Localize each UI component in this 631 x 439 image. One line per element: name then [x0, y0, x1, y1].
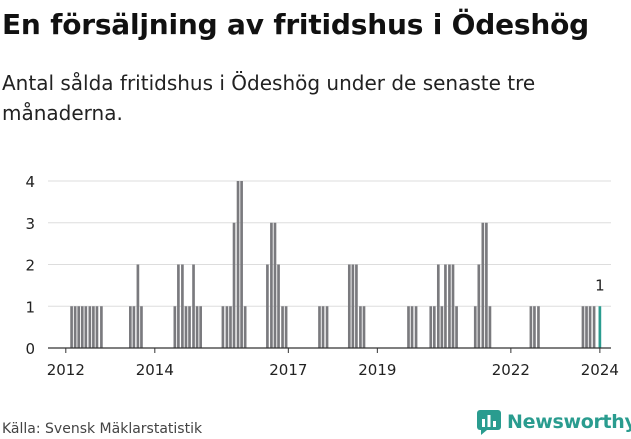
- bar: [436, 264, 440, 348]
- bar: [359, 306, 362, 348]
- bar: [481, 222, 485, 348]
- bar: [221, 306, 225, 348]
- bar: [140, 306, 143, 348]
- bar: [410, 306, 414, 348]
- bar: [181, 264, 184, 348]
- bar: [129, 306, 132, 348]
- bar: [485, 222, 488, 348]
- y-tick-label: 2: [25, 257, 35, 275]
- bar: [448, 264, 451, 348]
- bar: [529, 306, 533, 348]
- bar: [225, 306, 229, 348]
- bar: [270, 222, 273, 348]
- bar: [132, 306, 136, 348]
- bar: [84, 306, 88, 348]
- bar: [432, 306, 436, 348]
- bar: [473, 306, 477, 348]
- bar: [92, 306, 95, 348]
- bar: [588, 306, 592, 348]
- bar: [277, 264, 280, 348]
- chart-subtitle: Antal sålda fritidshus i Ödeshög under d…: [2, 71, 536, 125]
- bar: [173, 306, 177, 348]
- bar: [73, 306, 77, 348]
- bar: [537, 306, 540, 348]
- bar: [70, 306, 73, 348]
- bar: [273, 222, 277, 348]
- x-tick-label: 2014: [136, 361, 174, 379]
- y-tick-label: 3: [25, 215, 35, 233]
- bar: [581, 306, 585, 348]
- bar: [266, 264, 269, 348]
- x-tick-label: 2022: [492, 361, 530, 379]
- bar: [321, 306, 325, 348]
- bar: [362, 306, 366, 348]
- newsworthy-icon: [477, 410, 501, 435]
- bar: [585, 306, 588, 348]
- bar: [455, 306, 458, 348]
- bar: [284, 306, 288, 348]
- data-label: 1: [595, 276, 605, 294]
- bar: [80, 306, 84, 348]
- chart-title: En försäljning av fritidshus i Ödeshög: [2, 8, 589, 41]
- bar: [184, 306, 188, 348]
- x-tick-label: 2019: [358, 361, 396, 379]
- brand-name: Newsworthy: [507, 411, 631, 433]
- bar: [281, 306, 284, 348]
- x-tick-label: 2017: [269, 361, 307, 379]
- y-tick-label: 4: [25, 173, 35, 191]
- bar: [488, 306, 492, 348]
- y-tick-label: 0: [25, 340, 35, 358]
- bar: [236, 181, 240, 348]
- bar: [318, 306, 321, 348]
- bar: [229, 306, 232, 348]
- bar: [325, 306, 329, 348]
- bar: [232, 222, 236, 348]
- bar: [77, 306, 81, 348]
- bar: [100, 306, 103, 348]
- bar: [444, 264, 447, 348]
- bar: [592, 306, 596, 348]
- bar: [407, 306, 410, 348]
- bar: [177, 264, 180, 348]
- bar: [199, 306, 202, 348]
- source-note: Källa: Svensk Mäklarstatistik: [2, 421, 203, 437]
- bar: [440, 306, 444, 348]
- brand-logo[interactable]: Newsworthy: [476, 409, 631, 435]
- bar: [240, 181, 243, 348]
- bar: [355, 264, 358, 348]
- bar: [477, 264, 481, 348]
- bar: [451, 264, 455, 348]
- bar: [414, 306, 418, 348]
- bar: [195, 306, 199, 348]
- bar: [95, 306, 99, 348]
- bar: [533, 306, 536, 348]
- bar: [136, 264, 140, 348]
- bar: [88, 306, 92, 348]
- bar: [192, 264, 195, 348]
- bar: [429, 306, 433, 348]
- x-tick-label: 2024: [581, 361, 619, 379]
- y-tick-label: 1: [25, 298, 35, 316]
- bar: [188, 306, 191, 348]
- x-tick-label: 2012: [47, 361, 85, 379]
- bar-highlight: [598, 306, 602, 348]
- bar: [347, 264, 351, 348]
- bar: [351, 264, 355, 348]
- bar: [243, 306, 247, 348]
